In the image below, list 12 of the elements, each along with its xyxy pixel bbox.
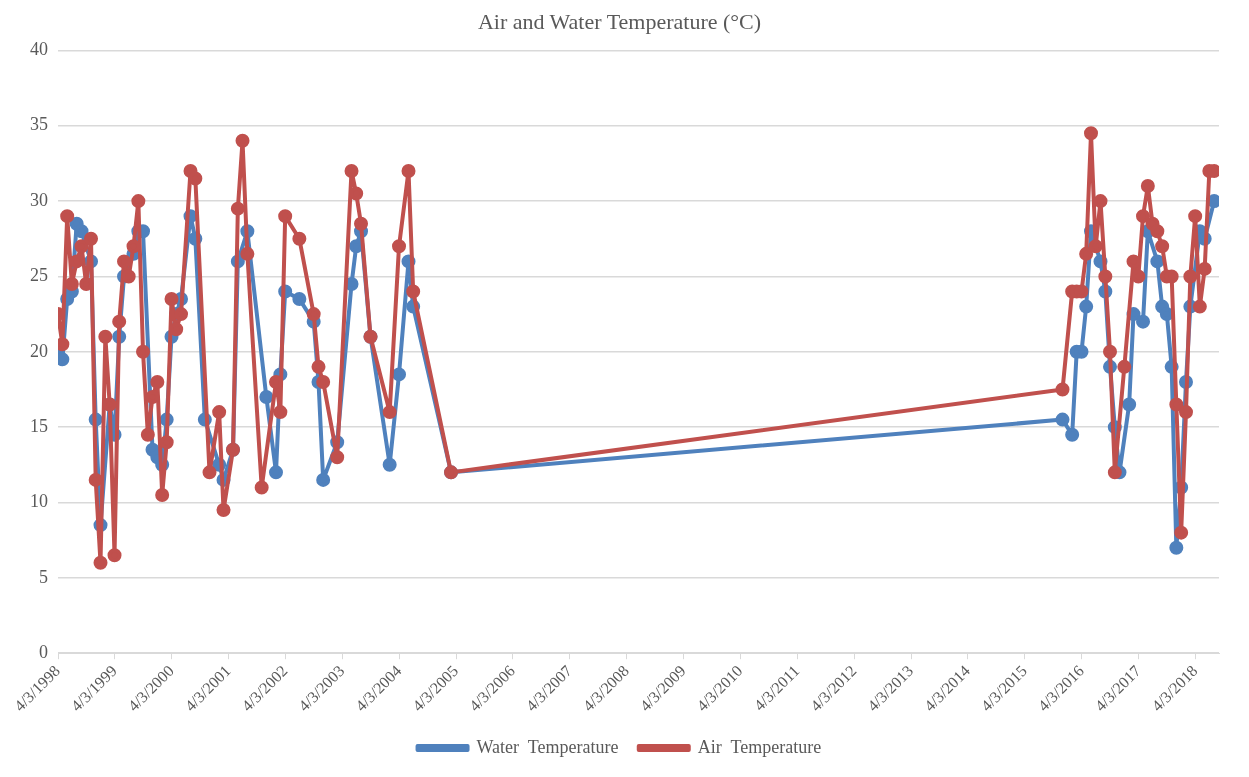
y-tick-label: 20 [30,340,48,361]
legend-label: Air Temperature [697,736,822,757]
y-tick-label: 30 [30,189,48,210]
chart-title: Air and Water Temperature (°C) [477,8,762,34]
y-tick-label: 15 [30,415,48,436]
y-tick-label: 35 [30,114,48,135]
y-tick-label: 25 [30,265,48,286]
y-tick-label: 10 [30,491,48,512]
y-tick-label: 5 [39,566,48,587]
y-tick-label: 40 [30,39,48,60]
legend-label: Water Temperature [476,736,619,757]
y-tick-label: 0 [39,641,48,662]
